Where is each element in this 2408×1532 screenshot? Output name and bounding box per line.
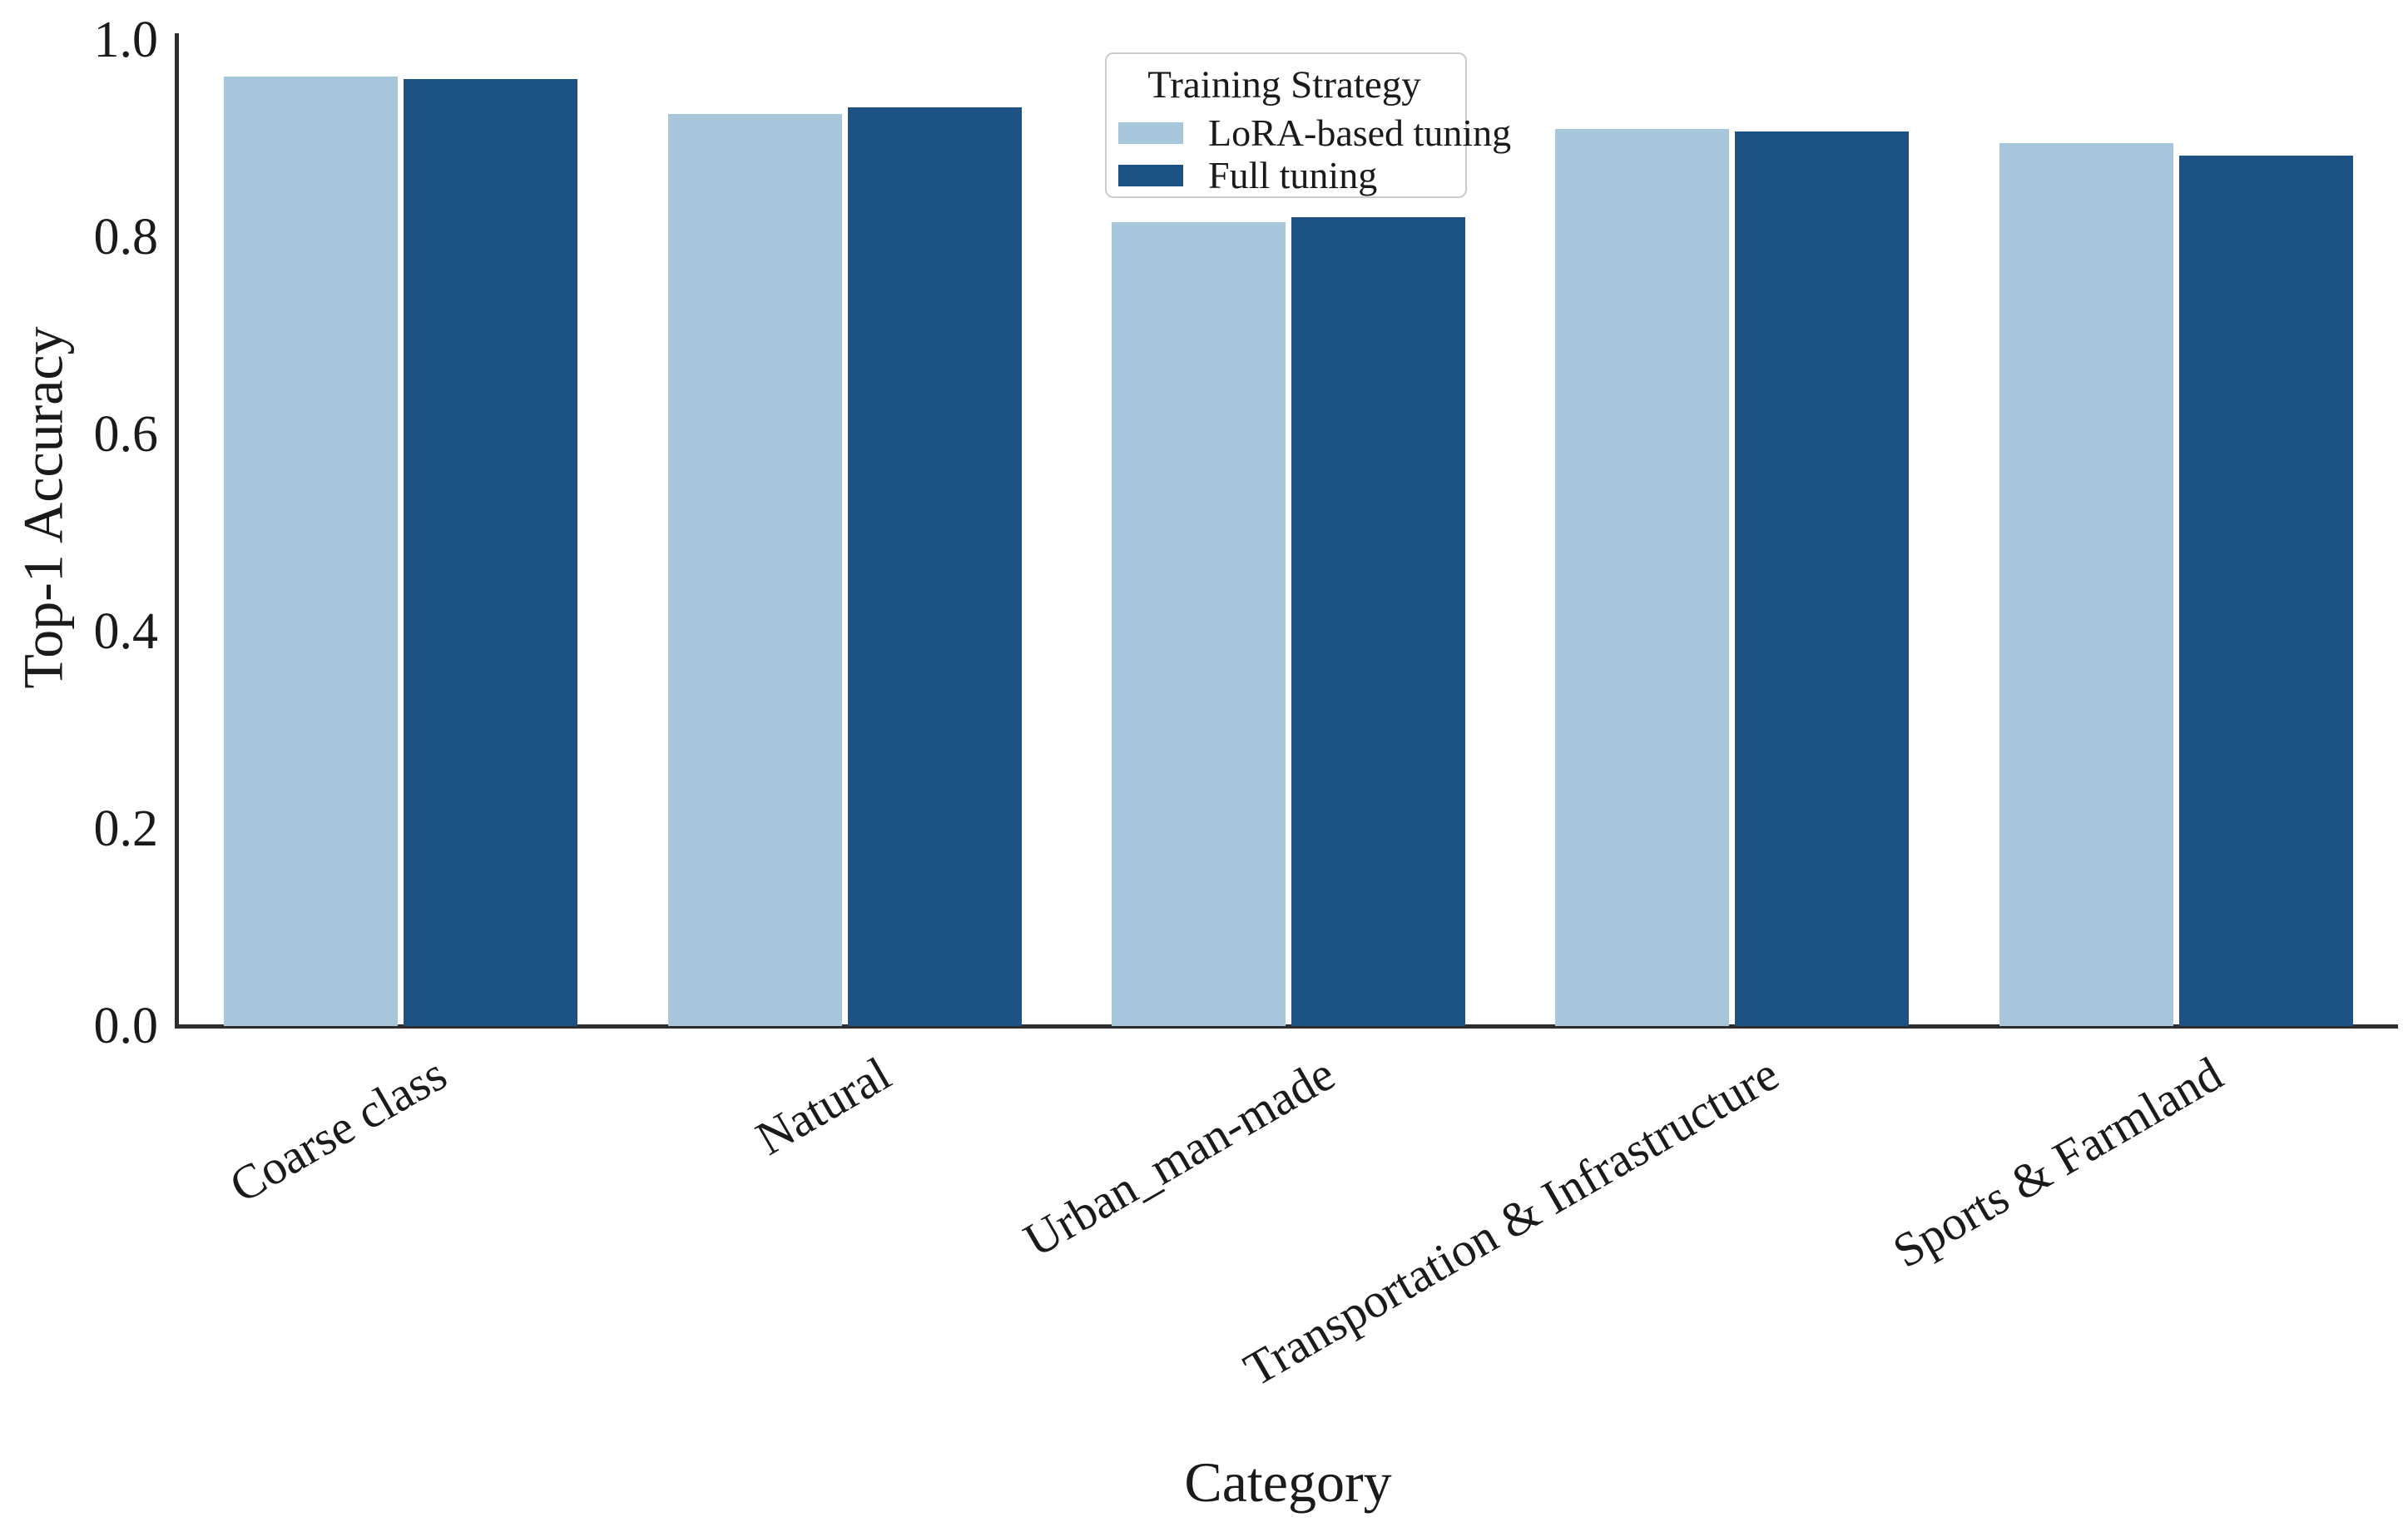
bar-lora-based-tuning-transportation-infrastructure	[1555, 128, 1730, 1026]
ytick-0.0: 0.0	[93, 998, 159, 1054]
legend-item-lora: LoRA-based tuning	[1118, 114, 1511, 152]
ytick-0.2: 0.2	[93, 801, 159, 857]
legend-swatch-lora	[1118, 122, 1183, 144]
xtick-coarse-class: Coarse class	[220, 1046, 456, 1213]
ytick-0.4: 0.4	[93, 603, 159, 660]
xtick-sports-farmland: Sports & Farmland	[1883, 1046, 2232, 1279]
legend-title: Training Strategy	[1147, 63, 1421, 107]
bar-full-tuning-urban-man-made	[1291, 217, 1466, 1026]
bar-lora-based-tuning-sports-farmland	[1999, 143, 2173, 1026]
x-axis-title: Category	[1184, 1450, 1392, 1514]
bar-full-tuning-coarse-class	[404, 79, 578, 1026]
legend-label-full: Full tuning	[1208, 154, 1378, 196]
legend-swatch-full	[1118, 165, 1183, 186]
bar-lora-based-tuning-urban-man-made	[1111, 222, 1286, 1026]
xtick-urban-man-made: Urban_man-made	[1014, 1046, 1344, 1268]
ytick-1.0: 1.0	[93, 12, 159, 68]
xtick-natural: Natural	[746, 1046, 900, 1166]
bar-full-tuning-transportation-infrastructure	[1735, 131, 1910, 1026]
legend-item-full: Full tuning	[1118, 154, 1450, 196]
y-axis-spine	[175, 33, 179, 1029]
ytick-0.6: 0.6	[93, 406, 159, 463]
legend-label-lora: LoRA-based tuning	[1208, 112, 1512, 154]
bar-lora-based-tuning-natural	[667, 113, 842, 1026]
bar-full-tuning-natural	[847, 107, 1022, 1026]
legend-box: Training Strategy LoRA-based tuning Full…	[1105, 52, 1511, 198]
ytick-0.8: 0.8	[93, 209, 159, 265]
x-axis-spine	[175, 1024, 2398, 1029]
bar-lora-based-tuning-coarse-class	[224, 76, 399, 1026]
bar-full-tuning-sports-farmland	[2178, 155, 2353, 1026]
